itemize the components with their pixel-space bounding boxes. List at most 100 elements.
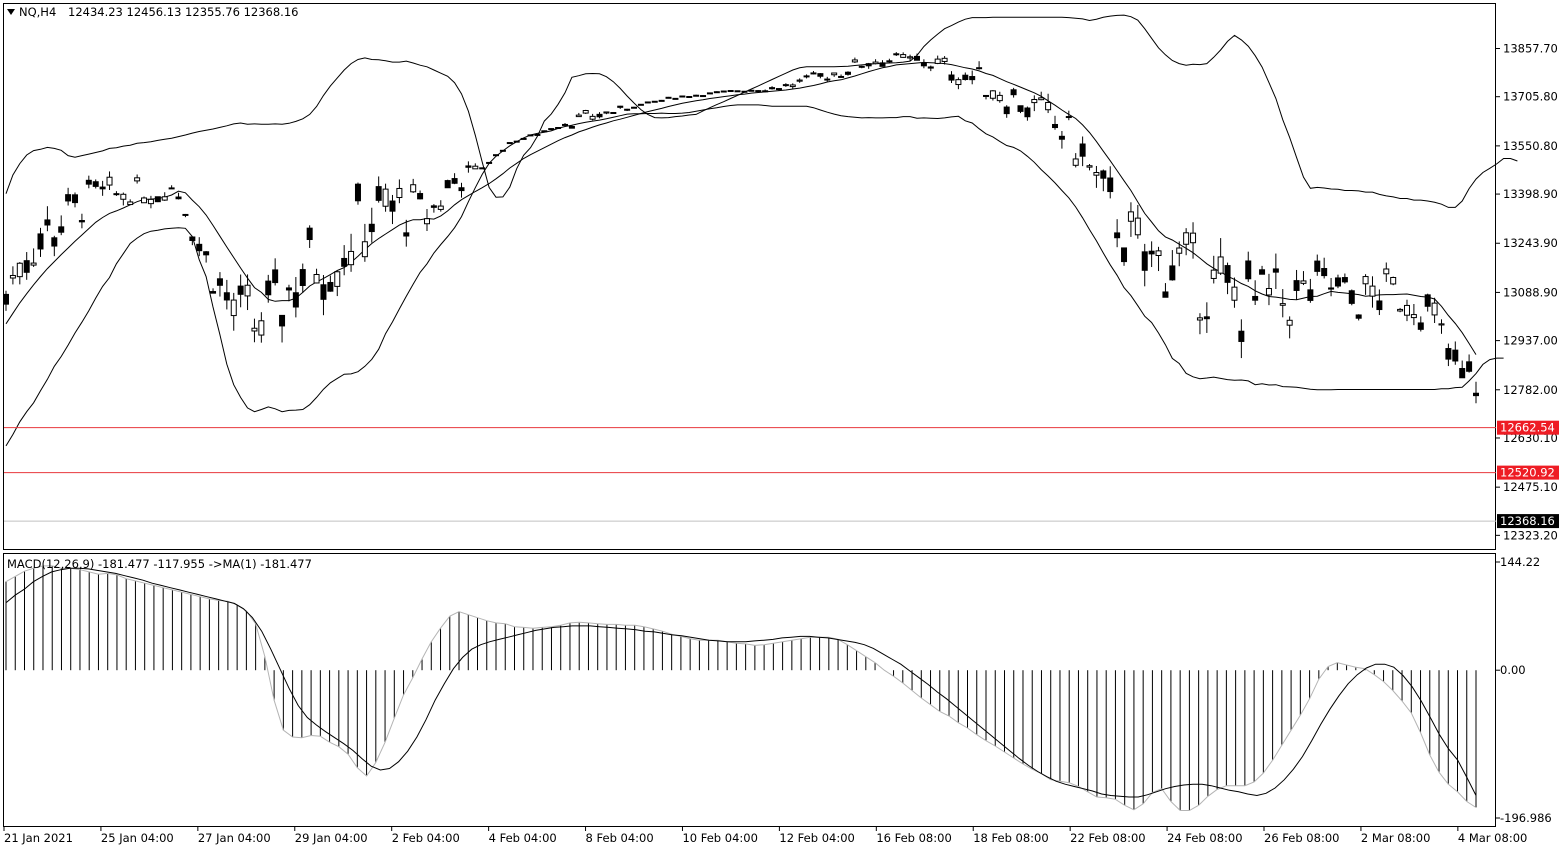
candle-bear: [693, 94, 700, 97]
candle-bull: [361, 241, 368, 258]
candle-bear: [734, 90, 741, 93]
candle-bear: [541, 130, 548, 133]
time-tick-label: 21 Jan 2021: [4, 831, 73, 845]
candlesticks: [3, 52, 1479, 404]
candle-bull: [1210, 269, 1217, 279]
candle-bull: [120, 193, 127, 200]
level-label: 12662.54: [1500, 421, 1555, 435]
last-price-label: 12368.16: [1500, 514, 1555, 528]
candle-bear: [175, 196, 182, 200]
time-tick-label: 2 Mar 08:00: [1361, 831, 1430, 845]
candle-bear: [1065, 116, 1072, 119]
candle-bull: [16, 262, 23, 278]
candle-bull: [955, 79, 962, 86]
candle-bear: [858, 65, 865, 68]
candle-bear: [1376, 300, 1383, 311]
bb-upper-line: [5, 14, 1518, 208]
candle-bear: [403, 232, 410, 237]
candle-bear: [58, 226, 65, 233]
candle-bear: [913, 55, 920, 61]
candle-bear: [292, 292, 299, 308]
level-label-bg: [1497, 420, 1559, 435]
candle-bear: [568, 126, 575, 129]
candle-bull: [548, 128, 555, 131]
time-tick-label: 25 Jan 04:00: [101, 831, 174, 845]
candle-bear: [1148, 250, 1155, 255]
candle-bear: [1079, 143, 1086, 157]
candle-bear: [65, 194, 72, 202]
candle-bull: [1300, 280, 1307, 284]
candle-bear: [1259, 269, 1266, 275]
candle-bear: [700, 95, 707, 98]
candle-bull: [755, 90, 762, 93]
candle-bull: [1093, 172, 1100, 176]
level-label-bg: [1497, 465, 1559, 480]
level-label: 12520.92: [1500, 466, 1555, 480]
candle-bull: [182, 213, 189, 216]
macd-signal-line: [5, 567, 1477, 798]
candle-bull: [313, 273, 320, 284]
candle-bull: [1286, 319, 1293, 326]
candle-bull: [976, 67, 983, 70]
candle-bull: [520, 137, 527, 140]
candle-bear: [1203, 316, 1210, 320]
candle-bear: [1348, 290, 1355, 304]
candle-bear: [1459, 368, 1466, 379]
candle-bear: [78, 220, 85, 223]
time-tick-label: 22 Feb 08:00: [1070, 831, 1145, 845]
macd-pane-frame: [3, 553, 1496, 827]
candle-bear: [1017, 105, 1024, 112]
candle-bull: [437, 205, 444, 210]
candle-bear: [1452, 349, 1459, 362]
candle-bull: [610, 111, 617, 114]
candle-bull: [582, 110, 589, 114]
candle-bear: [1355, 314, 1362, 319]
candle-bear: [3, 293, 9, 305]
candle-bear: [458, 187, 465, 192]
candle-bull: [1217, 256, 1224, 274]
candle-bull: [934, 58, 941, 64]
candle-bear: [85, 179, 92, 185]
last-price-label-bg: [1497, 514, 1559, 529]
candle-bear: [1024, 107, 1031, 118]
candle-bull: [824, 78, 831, 81]
candle-bear: [1003, 106, 1010, 115]
candle-bear: [810, 72, 817, 75]
candle-bull: [941, 57, 948, 62]
horizontal-levels: 12662.54 12520.92 12368.16: [4, 420, 1559, 529]
candle-bull: [106, 176, 113, 186]
symbol-dropdown-icon[interactable]: [7, 9, 15, 15]
candle-bull: [1031, 98, 1038, 104]
time-tick-label: 27 Jan 04:00: [198, 831, 271, 845]
time-tick-label: 8 Feb 04:00: [586, 831, 654, 845]
candle-bear: [51, 237, 58, 247]
candle-bear: [1141, 251, 1148, 271]
candle-bull: [1383, 268, 1390, 275]
price-tick-label: 12323.20: [1503, 528, 1558, 542]
candle-bull: [603, 111, 610, 114]
candle-bull: [9, 274, 16, 279]
candle-bear: [727, 90, 734, 93]
candle-bear: [1272, 268, 1279, 273]
candle-bear: [265, 280, 272, 296]
candle-bear: [948, 74, 955, 81]
candle-bull: [851, 59, 858, 63]
candle-bear: [189, 236, 196, 241]
time-tick-label: 24 Feb 08:00: [1167, 831, 1242, 845]
candle-bear: [299, 269, 306, 286]
candle-bull: [1038, 97, 1045, 101]
candle-bull: [1183, 232, 1190, 245]
candle-bear: [72, 194, 79, 204]
candle-bull: [989, 90, 996, 99]
candle-bull: [127, 201, 134, 206]
candle-bear: [1307, 289, 1314, 301]
candle-bull: [410, 184, 417, 193]
candle-bull: [789, 84, 796, 88]
candle-bear: [444, 180, 451, 189]
macd-outline: [5, 565, 1477, 811]
candle-bear: [113, 193, 120, 196]
price-tick-label: 13243.90: [1503, 236, 1558, 250]
candle-bear: [210, 291, 217, 294]
time-tick-label: 18 Feb 08:00: [973, 831, 1048, 845]
candle-bear: [23, 260, 30, 273]
